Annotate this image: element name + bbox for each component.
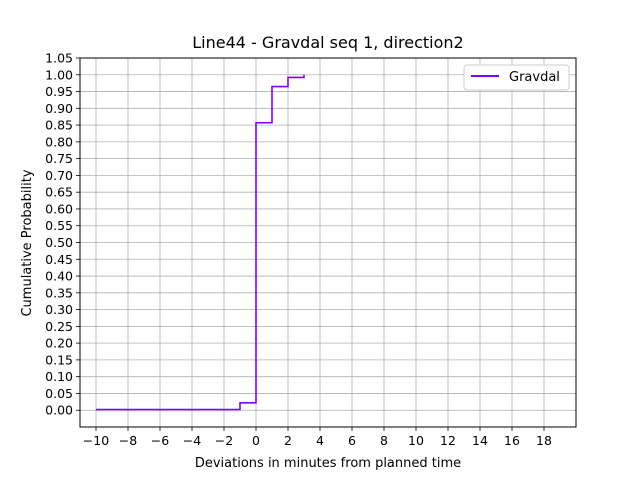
y-tick-label: 0.75: [45, 151, 73, 166]
x-axis-label: Deviations in minutes from planned time: [195, 456, 461, 471]
x-tick-label: −10: [83, 433, 109, 448]
plot-frame: [79, 57, 577, 428]
y-tick-label: 0.35: [45, 285, 73, 300]
y-tick-label: 0.65: [45, 185, 73, 200]
x-tick-label: −4: [183, 433, 201, 448]
y-tick-label: 0.05: [45, 386, 73, 401]
legend-label-gravdal: Gravdal: [509, 70, 560, 85]
x-tick-label: 18: [536, 433, 552, 448]
y-tick-label: 0.70: [45, 168, 73, 183]
series-layer: [96, 74, 305, 411]
y-tick-label: 0.80: [45, 134, 73, 149]
series-line-gravdal: [96, 74, 305, 411]
x-tick-label: 6: [348, 433, 356, 448]
y-tick-label: 0.15: [45, 352, 73, 367]
chart-title: Line44 - Gravdal seq 1, direction2: [192, 33, 463, 52]
ticks: −10 −8 −6 −4 −2 0 2 4 6 8 10 12 14 16 18 0.00 0.05 0.10 0.…: [45, 51, 552, 449]
x-tick-label: 14: [472, 433, 488, 448]
x-tick-label: 12: [440, 433, 456, 448]
y-tick-label: 0.30: [45, 302, 73, 317]
x-tick-label: 0: [252, 433, 260, 448]
x-tick-label: 2: [284, 433, 292, 448]
y-tick-label: 0.00: [45, 403, 73, 418]
y-tick-label: 0.85: [45, 118, 73, 133]
x-tick-label: 8: [380, 433, 388, 448]
y-axis-label: Cumulative Probability: [20, 169, 35, 316]
y-tick-label: 0.95: [45, 84, 73, 99]
y-tick-label: 0.50: [45, 235, 73, 250]
x-tick-label: 16: [504, 433, 520, 448]
y-tick-label: 1.05: [45, 51, 73, 66]
y-tick-label: 0.40: [45, 269, 73, 284]
y-tick-label: 0.45: [45, 252, 73, 267]
y-tick-label: 0.90: [45, 101, 73, 116]
legend: Gravdal: [463, 64, 570, 91]
legend-box: [463, 64, 570, 91]
x-tick-label: −6: [151, 433, 169, 448]
y-tick-label: 0.10: [45, 369, 73, 384]
x-tick-label: −8: [119, 433, 137, 448]
x-tick-label: 4: [316, 433, 324, 448]
y-tick-label: 1.00: [45, 67, 73, 82]
y-tick-label: 0.25: [45, 319, 73, 334]
y-tick-label: 0.20: [45, 336, 73, 351]
x-tick-label: −2: [215, 433, 233, 448]
x-tick-label: 10: [408, 433, 424, 448]
y-tick-label: 0.55: [45, 218, 73, 233]
y-tick-label: 0.60: [45, 201, 73, 216]
